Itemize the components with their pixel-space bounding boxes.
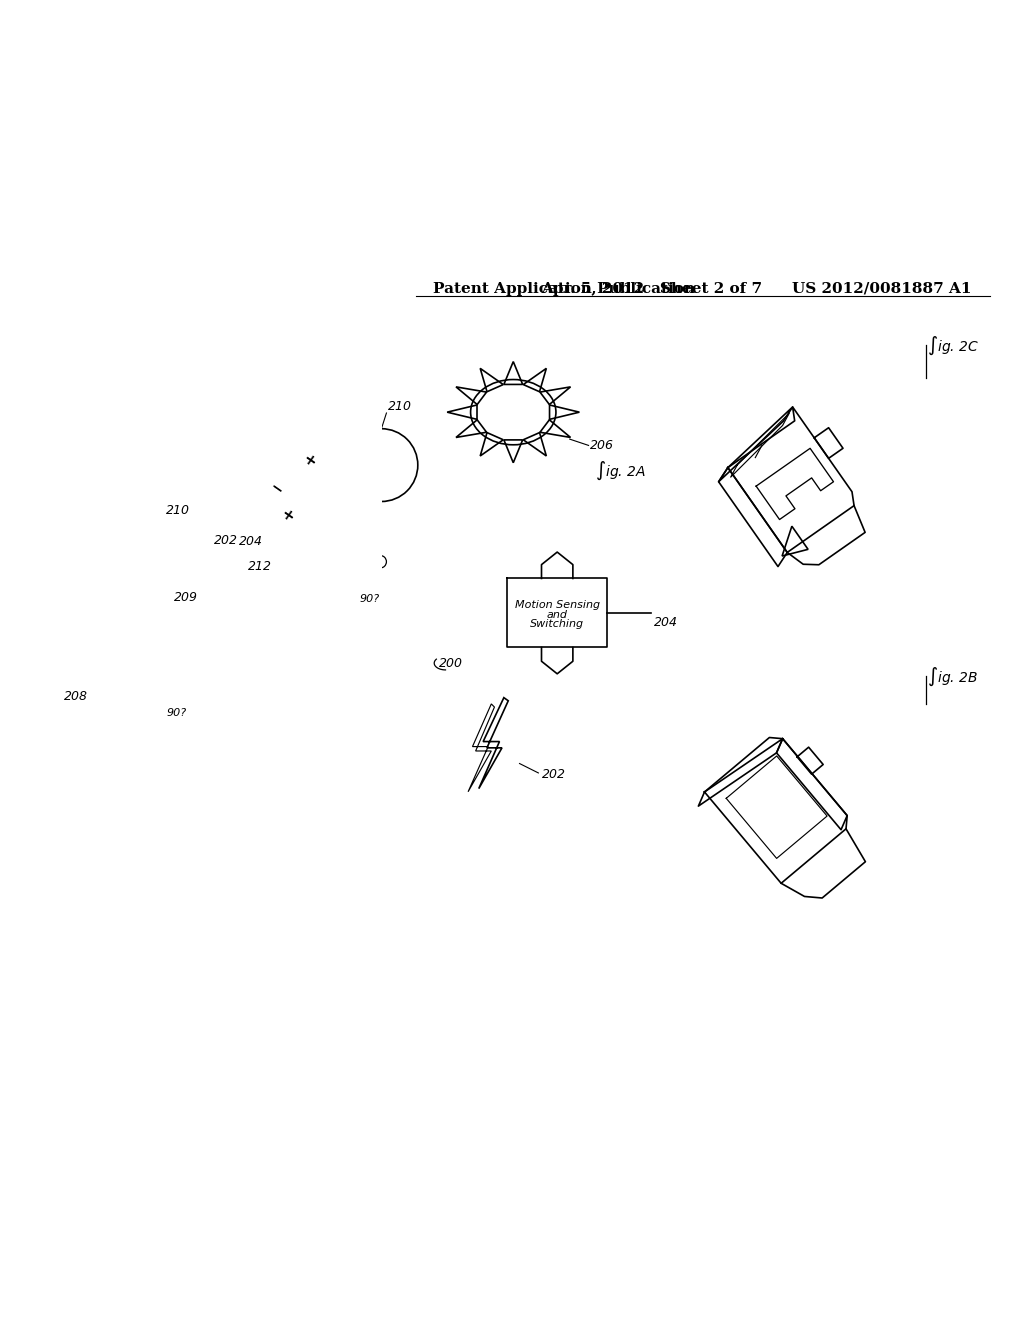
Text: Patent Application Publication: Patent Application Publication: [433, 281, 695, 296]
Text: 209: 209: [174, 590, 199, 603]
Text: Switching: Switching: [530, 619, 585, 630]
Text: 212: 212: [248, 560, 272, 573]
Text: 204: 204: [654, 616, 679, 630]
Text: 90?: 90?: [166, 708, 186, 718]
Text: US 2012/0081887 A1: US 2012/0081887 A1: [792, 281, 972, 296]
Text: −: −: [266, 479, 286, 499]
Text: +: +: [300, 450, 318, 470]
Text: 208: 208: [65, 690, 88, 704]
Text: 210: 210: [166, 504, 190, 517]
Text: 204: 204: [240, 535, 263, 548]
Text: 90?: 90?: [359, 594, 380, 605]
Text: +: +: [278, 506, 296, 525]
Text: 202: 202: [542, 768, 565, 780]
Text: $\int$ig. 2$B$: $\int$ig. 2$B$: [928, 665, 979, 688]
Text: Apr. 5, 2012   Sheet 2 of 7: Apr. 5, 2012 Sheet 2 of 7: [541, 281, 762, 296]
Text: $\int$ig. 2A: $\int$ig. 2A: [595, 459, 646, 482]
Text: Motion Sensing: Motion Sensing: [515, 601, 600, 610]
Text: 202: 202: [214, 535, 239, 546]
Text: $\int$ig. 2$C$: $\int$ig. 2$C$: [928, 335, 980, 358]
Text: 206: 206: [591, 440, 614, 451]
Text: and: and: [547, 610, 567, 620]
Text: 200: 200: [439, 656, 463, 669]
Text: 210: 210: [388, 400, 412, 413]
